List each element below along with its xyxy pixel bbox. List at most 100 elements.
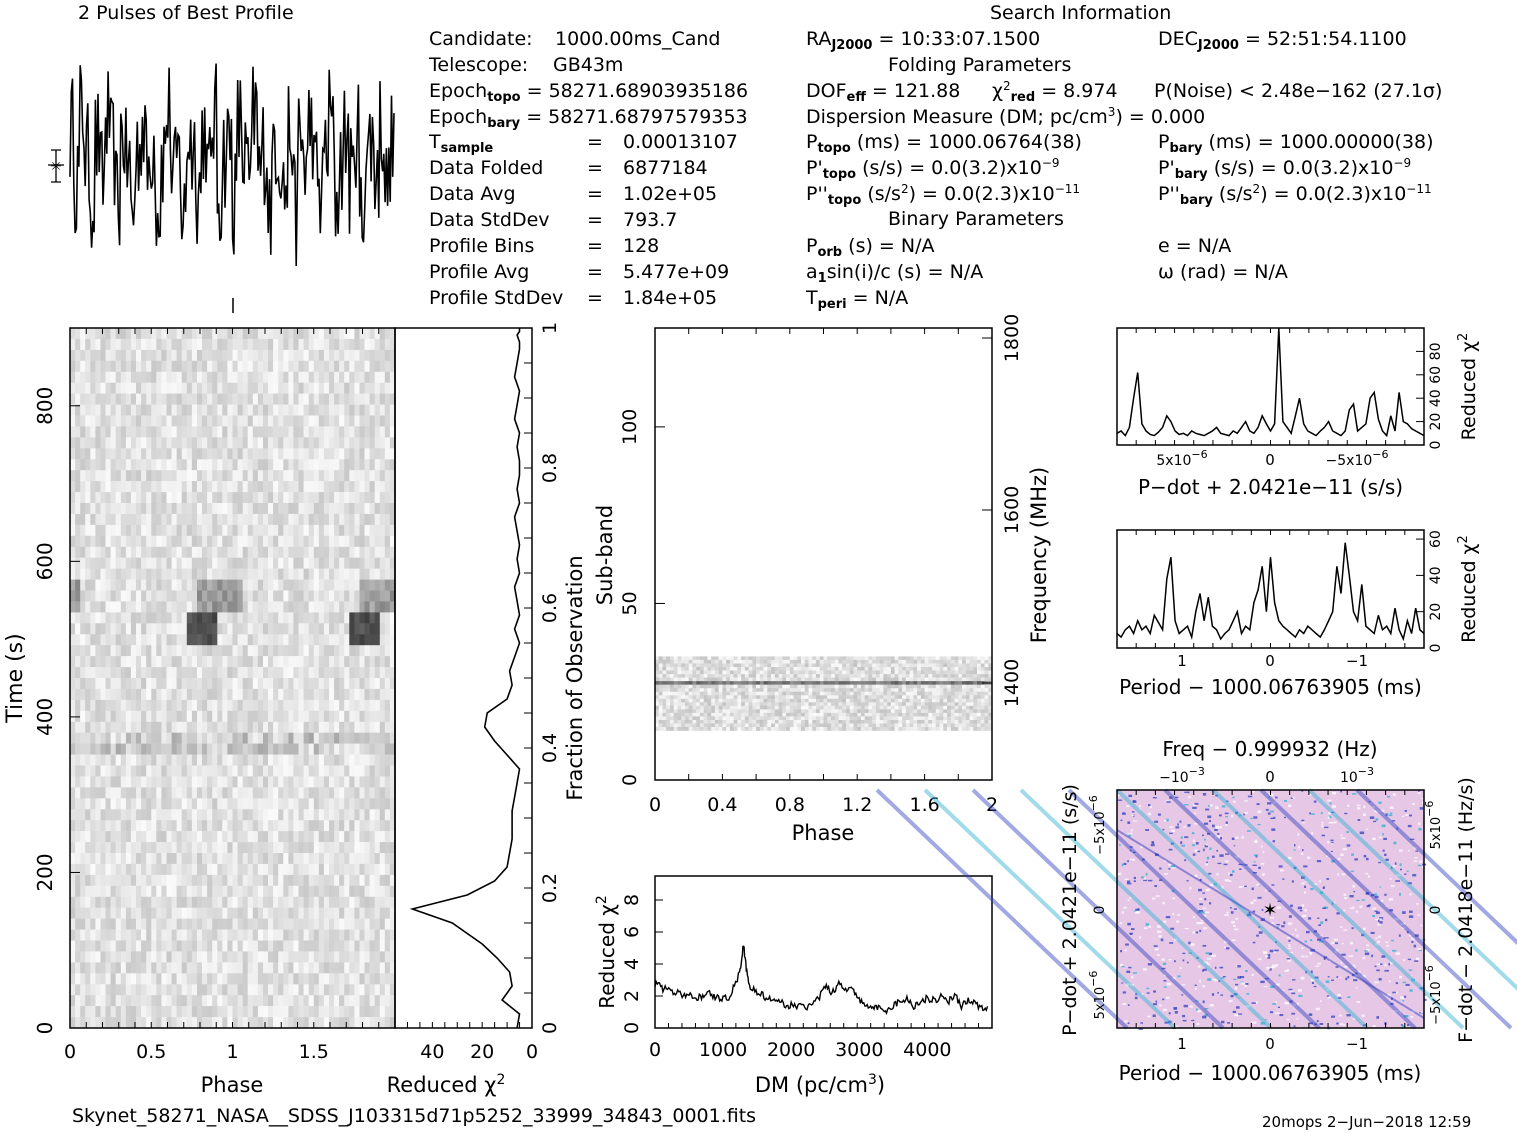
time-phase-cell — [222, 863, 228, 876]
time-phase-cell — [379, 798, 386, 810]
time-phase-cell — [115, 382, 122, 394]
time-phase-cell — [90, 721, 96, 733]
subband-cell — [890, 674, 895, 678]
time-phase-cell — [298, 382, 304, 394]
time-phase-cell — [120, 929, 127, 941]
time-phase-cell — [257, 809, 264, 821]
time-phase-cell — [242, 940, 249, 952]
time-phase-cell — [110, 940, 116, 952]
subband-cell — [797, 677, 802, 682]
time-phase-cell — [349, 929, 355, 941]
time-phase-cell — [95, 634, 101, 646]
subband-cell — [842, 659, 847, 664]
time-phase-cell — [257, 1006, 264, 1018]
time-phase-cell — [278, 448, 284, 460]
time-phase-cell — [146, 962, 152, 974]
time-phase-cell — [207, 710, 213, 722]
time-phase-cell — [207, 699, 213, 712]
time-phase-cell — [85, 842, 91, 854]
footer-user-date: 20mops 2−Jun−2018 12:59 — [1262, 1113, 1472, 1131]
time-phase-cell — [151, 710, 157, 722]
time-phase-cell — [222, 929, 228, 941]
time-phase-cell — [318, 426, 325, 438]
time-phase-cell — [379, 579, 386, 591]
time-phase-cell — [130, 590, 137, 602]
time-phase-cell — [191, 382, 198, 394]
time-phase-cell — [308, 415, 315, 427]
time-phase-cell — [75, 787, 81, 799]
time-phase-cell — [186, 328, 193, 340]
subband-cell — [655, 677, 659, 682]
time-phase-cell — [379, 590, 386, 602]
time-phase-cell — [263, 984, 269, 996]
time-phase-cell — [75, 896, 81, 908]
time-phase-cell — [349, 1017, 355, 1029]
time-phase-cell — [197, 404, 203, 416]
time-phase-cell — [273, 863, 279, 876]
time-phase-cell — [384, 568, 391, 580]
time-phase-cell — [95, 360, 101, 372]
subband-cell — [759, 677, 764, 682]
time-phase-cell — [349, 940, 355, 952]
time-phase-cell — [161, 437, 167, 449]
time-phase-cell — [90, 798, 96, 810]
time-phase-cell — [110, 853, 116, 865]
time-phase-cell — [389, 809, 396, 821]
time-phase-cell — [207, 557, 213, 569]
time-phase-cell — [161, 842, 167, 854]
time-phase-cell — [369, 492, 375, 504]
time-phase-cell — [379, 962, 386, 974]
time-phase-cell — [369, 896, 375, 908]
time-phase-cell — [384, 546, 391, 558]
subband-cell — [741, 663, 746, 668]
time-phase-cell — [339, 962, 345, 974]
time-phase-cell — [115, 667, 122, 679]
time-phase-cell — [359, 853, 365, 865]
time-phase-cell — [125, 382, 132, 394]
subband-cell — [681, 656, 686, 661]
time-phase-cell — [268, 743, 274, 755]
pdot-topo-info: P'topo (s/s) = 0.0(3.2)x10−9 — [806, 156, 1060, 182]
dec-info: DECJ2000 = 52:51:54.1100 — [1158, 28, 1407, 53]
time-phase-cell — [125, 863, 132, 876]
time-phase-cell — [283, 907, 289, 919]
time-phase-cell — [344, 940, 350, 952]
time-phase-cell — [344, 503, 350, 515]
time-phase-cell — [166, 907, 172, 919]
time-phase-cell — [120, 874, 127, 887]
time-phase-cell — [197, 481, 203, 493]
time-phase-cell — [303, 973, 309, 985]
time-phase-cell — [232, 328, 238, 340]
subband-cell — [864, 656, 869, 661]
time-phase-cell — [227, 863, 233, 876]
time-phase-cell — [202, 546, 208, 558]
time-phase-cell — [171, 929, 177, 941]
time-phase-cell — [303, 820, 309, 832]
subband-cell — [703, 656, 708, 661]
time-phase-cell — [70, 787, 76, 799]
time-phase-cell — [283, 754, 289, 766]
time-phase-cell — [354, 929, 360, 941]
time-phase-cell — [263, 885, 269, 897]
time-phase-cell — [369, 962, 375, 974]
time-phase-cell — [186, 787, 193, 799]
subband-cell — [950, 659, 955, 664]
time-chi2-xtick-label: 0 — [526, 1041, 538, 1063]
time-phase-cell — [191, 820, 198, 832]
time-phase-cell — [232, 776, 238, 788]
profile-errorbar — [48, 149, 64, 183]
time-phase-cell — [257, 612, 264, 624]
subband-cell — [692, 684, 697, 689]
time-phase-cell — [369, 360, 375, 372]
time-phase-cell — [329, 623, 335, 635]
time-phase-cell — [263, 579, 269, 591]
subband-cell — [834, 663, 839, 668]
time-phase-cell — [130, 328, 137, 340]
time-phase-cell — [222, 557, 228, 569]
time-phase-cell — [151, 623, 157, 635]
time-phase-cell — [227, 557, 233, 569]
time-phase-cell — [247, 973, 254, 985]
subband-cell — [947, 674, 952, 678]
time-phase-cell — [263, 743, 269, 755]
time-phase-cell — [125, 765, 132, 777]
